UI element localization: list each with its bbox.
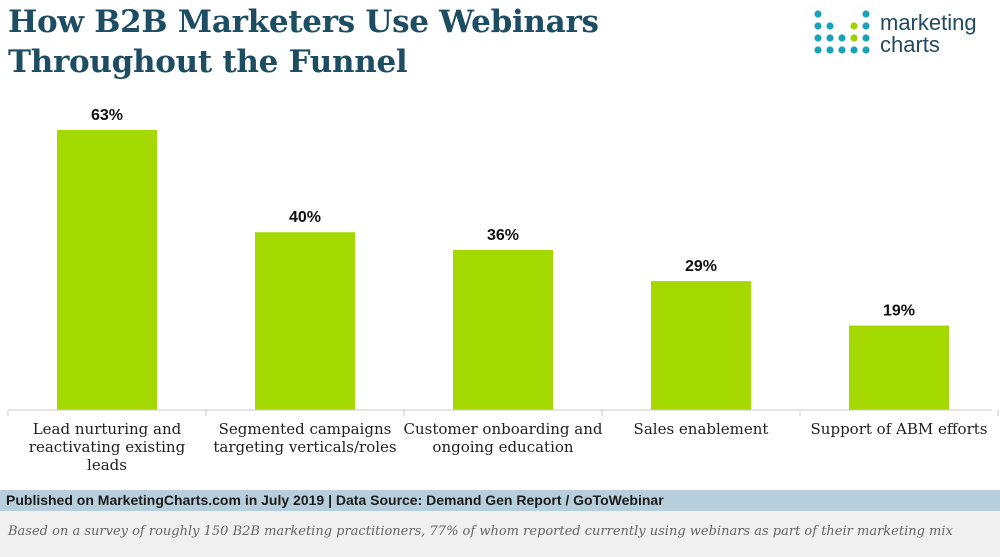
bar-4 [651, 281, 751, 410]
title-line-1: How B2B Marketers Use Webinars [8, 4, 599, 40]
bar-value-label-1: 63% [91, 107, 123, 124]
bar-value-label-4: 29% [685, 258, 717, 275]
category-label-line: targeting verticals/roles [213, 438, 397, 456]
bar-3 [453, 250, 553, 410]
logo-dot [814, 22, 822, 30]
logo-dot [814, 34, 822, 42]
logo-text-line-2: charts [880, 32, 940, 57]
category-label-4: Sales enablement [601, 420, 801, 438]
logo-dots-icon [814, 10, 870, 54]
logo-dot [862, 10, 870, 18]
category-label-line: Sales enablement [633, 420, 769, 438]
note-bar: Based on a survey of roughly 150 B2B mar… [0, 511, 1000, 557]
logo-dot [838, 46, 846, 54]
logo-dot [838, 34, 846, 42]
logo-dot [862, 46, 870, 54]
source-bar: Published on MarketingCharts.com in July… [0, 490, 1000, 511]
logo-text-line-1: marketing [880, 10, 977, 35]
bar-1 [57, 130, 157, 410]
bar-chart: 63% 40% 36% 29% 19% [7, 107, 999, 416]
logo-dot [826, 34, 834, 42]
category-label-line: ongoing education [432, 438, 574, 456]
bar-value-label-3: 36% [487, 227, 519, 244]
category-label-5: Support of ABM efforts [799, 420, 999, 438]
category-label-line: Customer onboarding and [403, 420, 603, 438]
category-label-line: reactivating existing leads [28, 438, 186, 474]
marketingcharts-logo: marketing charts [814, 10, 994, 60]
logo-wordmark: marketing charts [880, 12, 977, 56]
bar-5 [849, 325, 949, 410]
survey-note: Based on a survey of roughly 150 B2B mar… [8, 524, 953, 539]
logo-dot [826, 46, 834, 54]
logo-dot [862, 22, 870, 30]
logo-dot [850, 22, 858, 30]
bar-value-label-2: 40% [289, 209, 321, 226]
logo-dot [814, 46, 822, 54]
logo-dot [862, 34, 870, 42]
chart-title: How B2B Marketers Use Webinars Throughou… [8, 2, 628, 82]
source-text: Published on MarketingCharts.com in July… [6, 492, 664, 508]
title-line-2: Throughout the Funnel [8, 44, 408, 80]
logo-dot [850, 34, 858, 42]
category-label-line: Segmented campaigns [218, 420, 392, 438]
category-label-line: Support of ABM efforts [810, 420, 988, 438]
logo-dot [826, 22, 834, 30]
bar-value-label-5: 19% [883, 303, 915, 320]
bar-2 [255, 232, 355, 410]
logo-dot [850, 46, 858, 54]
logo-dot [814, 10, 822, 18]
category-label-2: Segmented campaigns targeting verticals/r… [205, 420, 405, 456]
category-label-line: Lead nurturing and [32, 420, 182, 438]
category-label-3: Customer onboarding and ongoing education [403, 420, 603, 456]
category-label-1: Lead nurturing and reactivating existing … [7, 420, 207, 474]
